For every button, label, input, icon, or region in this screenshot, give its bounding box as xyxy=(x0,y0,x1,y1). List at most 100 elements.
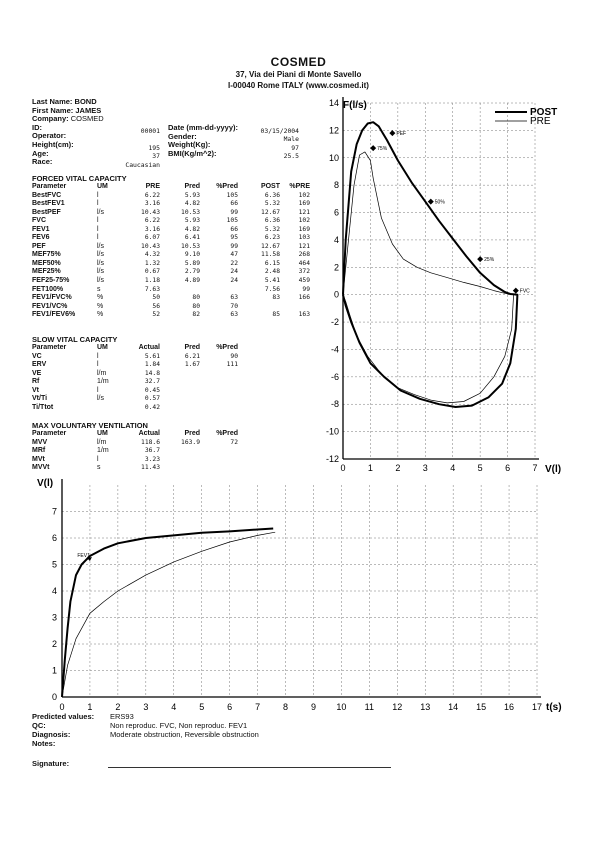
fvc-row: BestFEV1 l 3.16 4.82 66 5.32 169 xyxy=(32,200,310,209)
company-value: COSMED xyxy=(70,114,104,124)
qc-value: Non reproduc. FVC, Non reproduc. FEV1 xyxy=(110,721,248,730)
fvc-cell: 1.32 xyxy=(144,259,160,267)
svc-row: Rf 1/m 32.7 xyxy=(32,378,238,387)
x-tick-label: 3 xyxy=(423,463,428,473)
fvc-cell: 102 xyxy=(298,217,310,225)
date-label: Date (mm-dd-yyyy): xyxy=(168,123,239,132)
fvc-cell: 464 xyxy=(298,259,310,267)
x-tick-label: 13 xyxy=(420,702,430,712)
signature-line xyxy=(108,767,391,768)
fvc-col-header: PRE xyxy=(145,183,160,190)
mvv-cell: MRf xyxy=(32,447,46,455)
fvc-cell: 163 xyxy=(298,311,310,319)
mvv-table: Parameter UM Actual Pred %Pred MVV l/m 118.6 16… xyxy=(32,430,238,473)
fvc-cell: 12.67 xyxy=(261,208,280,216)
y-tick-label: 3 xyxy=(52,613,57,623)
fvc-row: MEF25% l/s 0.67 2.79 24 2.48 372 xyxy=(32,268,310,277)
svc-cell: l/s xyxy=(97,395,104,403)
mvv-cell: MVt xyxy=(32,455,45,463)
svc-cell: 6.21 xyxy=(184,352,200,360)
diagnosis-label: Diagnosis: xyxy=(32,730,71,739)
annotation-label: 25% xyxy=(484,257,495,263)
x-tick-label: 7 xyxy=(532,463,537,473)
fvc-row: FEV1/VC%% 56 80 70 xyxy=(32,303,310,312)
svc-cell: 14.8 xyxy=(144,369,160,377)
mvv-cell: 163.9 xyxy=(181,438,200,446)
fvc-cell: 50 xyxy=(152,294,160,302)
fvc-cell: 103 xyxy=(298,234,310,242)
first-name-label: First Name: xyxy=(32,105,74,115)
fvc-cell: BestPEF xyxy=(32,208,61,216)
fvc-cell: 7.63 xyxy=(144,285,160,293)
id-label: ID: xyxy=(32,122,42,132)
fvc-cell: 63 xyxy=(230,311,238,319)
fvc-cell: 22 xyxy=(230,259,238,267)
fvc-cell: 5.32 xyxy=(264,200,280,208)
legend-label-pre: PRE xyxy=(530,116,551,127)
mvv-cell: 1/m xyxy=(97,447,109,455)
qc-label: QC: xyxy=(32,721,46,730)
mvv-col-header: Actual xyxy=(138,430,160,437)
fvc-cell: 4.32 xyxy=(144,251,160,259)
fvc-cell: 63 xyxy=(230,294,238,302)
svc-cell: l xyxy=(97,352,99,360)
y-tick-label: -8 xyxy=(331,399,339,409)
fvc-cell: 66 xyxy=(230,200,238,208)
series-line-post xyxy=(61,527,274,698)
report-footer-values: ERS93 Non reproduc. FVC, Non reproduc. F… xyxy=(110,712,259,739)
weight-value: 97 xyxy=(291,143,299,152)
gender-label: Gender: xyxy=(168,131,197,141)
svc-cell: 1/m xyxy=(97,378,109,386)
fvc-cell: 372 xyxy=(298,268,310,276)
fvc-cell: 102 xyxy=(298,191,310,199)
fvc-cell: 47 xyxy=(230,251,238,259)
fvc-cell: 169 xyxy=(298,225,310,233)
y-axis-label: V(l) xyxy=(37,478,53,489)
fvc-cell: 95 xyxy=(230,234,238,242)
fvc-cell: 5.41 xyxy=(264,277,280,285)
annotation-marker xyxy=(477,256,484,263)
fvc-cell: MEF50% xyxy=(32,259,61,267)
notes-label: Notes: xyxy=(32,739,56,748)
svc-col-header: Pred xyxy=(184,344,200,351)
fvc-cell: 11.58 xyxy=(261,251,280,259)
fvc-cell: 9.10 xyxy=(184,251,200,259)
fvc-cell: 5.89 xyxy=(184,259,200,267)
fvc-cell: 99 xyxy=(302,285,310,293)
fvc-cell: 121 xyxy=(298,208,310,216)
x-tick-label: 4 xyxy=(450,463,455,473)
svc-col-header: UM xyxy=(97,344,108,351)
fvc-cell: 166 xyxy=(298,294,310,302)
svc-cell: ERV xyxy=(32,361,47,369)
fvc-row: FEV1/FEV6%% 52 82 63 85 163 xyxy=(32,311,310,320)
y-tick-label: 6 xyxy=(334,208,339,218)
series-line-post xyxy=(342,121,519,408)
fvc-cell: l/s xyxy=(97,268,104,276)
fvc-cell: 10.53 xyxy=(181,208,200,216)
fvc-col-header: %PRE xyxy=(289,183,310,190)
fvc-cell: 5.93 xyxy=(184,217,200,225)
fvc-header-row: Parameter UM PRE Pred %Pred POST %PRE xyxy=(32,183,310,192)
fvc-row: FVC l 6.22 5.93 105 6.36 102 xyxy=(32,217,310,226)
y-tick-label: -2 xyxy=(331,317,339,327)
svc-cell: Vt/Ti xyxy=(32,395,48,403)
svc-cell: 1.67 xyxy=(184,361,200,369)
mvv-cell: MVV xyxy=(32,438,48,446)
race-label: Race: xyxy=(32,157,53,167)
fvc-row: FEV6 l 6.07 6.41 95 6.23 103 xyxy=(32,234,310,243)
x-tick-label: 16 xyxy=(504,702,514,712)
fvc-cell: % xyxy=(97,302,104,310)
svc-cell: Rf xyxy=(32,378,40,386)
y-axis-label: F(l/s) xyxy=(343,100,367,111)
last-name-value: BOND xyxy=(74,97,97,106)
fvc-cell: l xyxy=(97,225,99,233)
fvc-cell: 105 xyxy=(226,217,238,225)
company-title: COSMED xyxy=(270,55,327,69)
annotation-marker xyxy=(370,145,377,152)
bmi-label: BMI(Kg/m^2): xyxy=(168,148,217,158)
fvc-cell: FEV1 xyxy=(32,225,50,233)
mvv-cell: l/m xyxy=(97,438,107,446)
fvc-cell: 7.56 xyxy=(264,285,280,293)
fvc-cell: 268 xyxy=(298,251,310,259)
